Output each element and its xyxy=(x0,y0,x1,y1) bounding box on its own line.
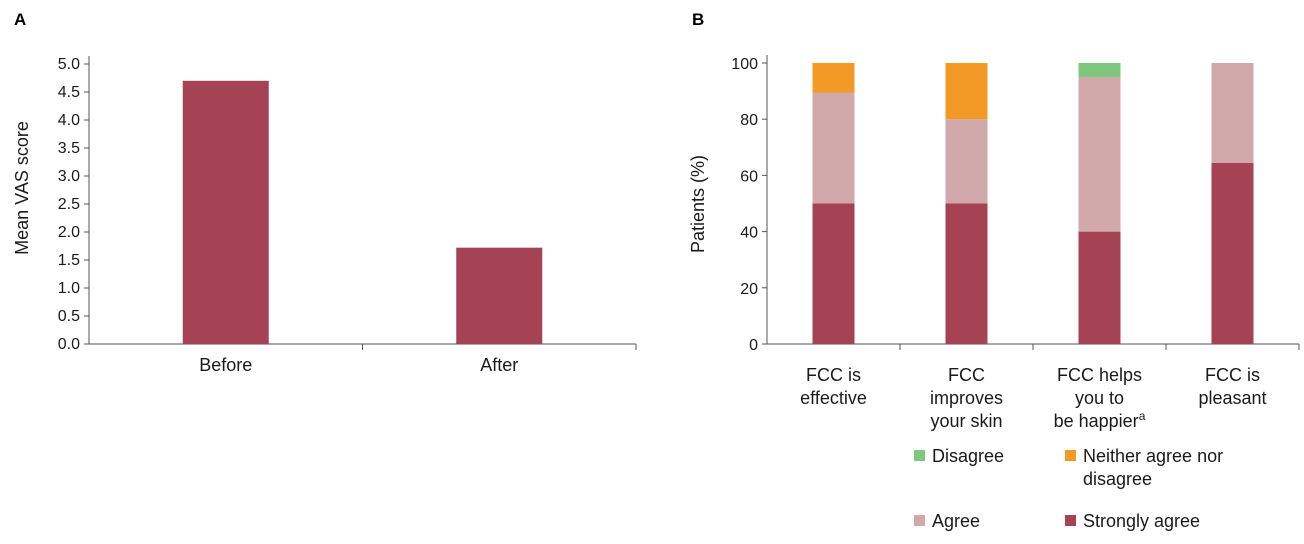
panel-b-bar-agree xyxy=(812,92,855,204)
panel-b-x-category-line: FCC helps xyxy=(1057,365,1142,385)
panel-b-y-tick-label: 60 xyxy=(740,168,758,185)
panel-b-bar-neither-agree-nor-disagree xyxy=(945,63,988,120)
panel-a-axes xyxy=(88,56,637,350)
panel-b-x-category-line: effective xyxy=(800,388,867,408)
panel-a-y-tick-label: 0.5 xyxy=(58,308,80,325)
panel-a-y-tick-label: 5.0 xyxy=(58,56,80,73)
panel-b-x-category-label: FCC is pleasant xyxy=(1198,365,1266,408)
panel-a-y-tick-label: 1.0 xyxy=(58,280,80,297)
panel-b-y-tick-label: 80 xyxy=(740,112,758,129)
panel-b-y-tick-label: 40 xyxy=(740,225,758,242)
panel-b-y-tick-label: 20 xyxy=(740,281,758,298)
panel-a-y-tick-label: 1.5 xyxy=(58,252,80,269)
panel-a-x-category-label: After xyxy=(480,355,518,375)
panel-a-y-tick-label: 3.5 xyxy=(58,140,80,157)
legend-label-line: Disagree xyxy=(932,446,1004,466)
panel-b-bar-strongly-agree xyxy=(1078,231,1121,344)
panel-b-x-category-line: be happier xyxy=(1054,411,1139,431)
panel-b-label: B xyxy=(692,10,704,29)
legend-swatch-disagree xyxy=(914,450,925,461)
panel-b-x-category-label: FCC helps you to be happiera xyxy=(1054,365,1146,431)
panel-a-y-ticks: 0.0 0.5 1.0 1.5 2.0 2.5 3.0 3.5 4.0 4.5 5.0 xyxy=(58,56,89,353)
panel-b-bar-neither-agree-nor-disagree xyxy=(812,63,855,93)
panel-b-x-category-line: you to xyxy=(1075,388,1124,408)
panel-a-x-categories: Before After xyxy=(199,355,518,375)
panel-a-y-tick-label: 4.5 xyxy=(58,84,80,101)
panel-b-bar-agree xyxy=(1211,63,1254,163)
panel-b-x-category-superscript: a xyxy=(1139,409,1146,423)
panel-b-bar-disagree xyxy=(1078,63,1121,78)
panel-b-bars xyxy=(812,63,1254,344)
panel-b-x-category-label: FCC is effective xyxy=(800,365,867,408)
panel-b-legend: Disagree Neither agree nor disagree Agree St… xyxy=(914,446,1223,531)
panel-a: A Mean VAS score 0.0 0.5 1.0 1.5 2.0 2.5 3.0 3.… xyxy=(12,10,637,375)
panel-b-x-categories: FCC is effective FCC improves your skin FCC h… xyxy=(800,365,1266,431)
legend-label-line: Strongly agree xyxy=(1083,511,1200,531)
panel-b-bar-strongly-agree xyxy=(812,203,855,344)
panel-b-axes xyxy=(766,55,1300,350)
panel-b-bar-strongly-agree xyxy=(945,203,988,344)
panel-b-bar-strongly-agree xyxy=(1211,162,1254,344)
panel-a-bar xyxy=(456,247,543,344)
panel-b-bar-agree xyxy=(1078,77,1121,232)
panel-a-label: A xyxy=(14,10,26,29)
panel-a-bar xyxy=(182,80,269,345)
legend-swatch-strongly-agree xyxy=(1065,515,1076,526)
legend-swatch-neither-agree-nor-disagree xyxy=(1065,450,1076,461)
panel-b-bar-agree xyxy=(945,119,988,204)
legend-label-disagree: Disagree xyxy=(932,446,1004,466)
legend-label-strongly-agree: Strongly agree xyxy=(1083,511,1200,531)
panel-a-y-axis-label: Mean VAS score xyxy=(12,121,32,255)
panel-b-x-category-line: your skin xyxy=(930,411,1002,431)
panel-b-y-axis-label: Patients (%) xyxy=(688,155,708,253)
legend-label-agree: Agree xyxy=(932,511,980,531)
panel-a-x-category-label: Before xyxy=(199,355,252,375)
panel-a-y-tick-label: 0.0 xyxy=(58,336,80,353)
panel-a-bars xyxy=(182,80,543,345)
panel-b-x-category-line: improves xyxy=(930,388,1003,408)
panel-a-y-tick-label: 2.5 xyxy=(58,196,80,213)
panel-a-y-tick-label: 4.0 xyxy=(58,112,80,129)
panel-a-y-tick-label: 3.0 xyxy=(58,168,80,185)
panel-b-x-category-label: FCC improves your skin xyxy=(930,365,1003,431)
legend-label-line: disagree xyxy=(1083,469,1152,489)
panel-b-y-ticks: 0 20 40 60 80 100 xyxy=(731,56,767,354)
panel-b-x-category-line: FCC is xyxy=(806,365,861,385)
panel-b-x-category-line: FCC xyxy=(948,365,985,385)
legend-swatch-agree xyxy=(914,515,925,526)
legend-label-neither-agree-nor-disagree: Neither agree nor disagree xyxy=(1083,446,1223,489)
panel-b: B Patients (%) 0 20 40 60 80 100 FCC is effect… xyxy=(688,10,1300,531)
legend-label-line: Agree xyxy=(932,511,980,531)
legend-label-line: Neither agree nor xyxy=(1083,446,1223,466)
panel-b-x-category-line: FCC is xyxy=(1205,365,1260,385)
panel-a-y-tick-label: 2.0 xyxy=(58,224,80,241)
panel-b-y-tick-label: 100 xyxy=(731,56,758,73)
panel-b-y-tick-label: 0 xyxy=(749,337,758,354)
panel-b-x-category-line: pleasant xyxy=(1198,388,1266,408)
